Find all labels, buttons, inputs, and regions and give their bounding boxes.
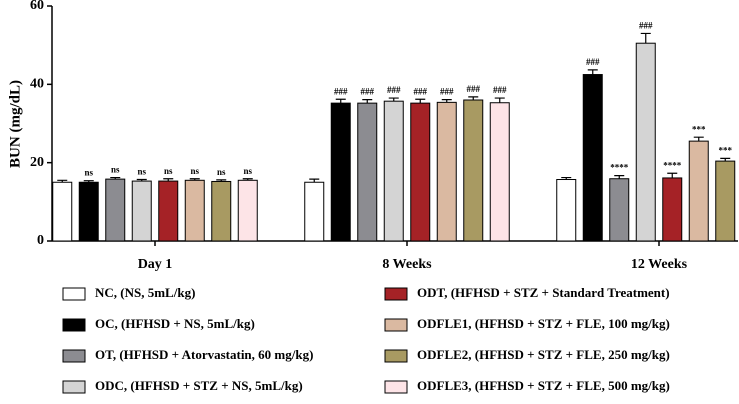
bar (52, 181, 73, 242)
significance-label: ns (84, 168, 93, 178)
bar (635, 42, 656, 242)
error-bar (494, 97, 505, 103)
error-bar (561, 176, 572, 180)
bar (463, 99, 484, 242)
significance-label: **** (610, 163, 629, 173)
bar (184, 179, 205, 242)
bar (383, 100, 404, 242)
y-axis-label: BUN (mg/dL) (7, 80, 23, 168)
error-bar (110, 176, 121, 180)
bar (304, 181, 325, 242)
significance-label: ### (467, 84, 481, 94)
error-bar (468, 96, 479, 100)
x-tick-label: 8 Weeks (382, 257, 432, 272)
significance-label: ### (493, 85, 507, 95)
error-bar (242, 178, 253, 181)
significance-label: ### (639, 20, 653, 30)
error-bar (362, 99, 373, 104)
legend-label: ODC, (HFHSD + STZ + NS, 5mL/kg) (95, 378, 303, 393)
significance-label: ns (243, 166, 252, 176)
legend-swatch (384, 349, 408, 363)
error-bar (216, 179, 227, 182)
bar (688, 140, 709, 242)
bar (78, 181, 99, 242)
bar (105, 178, 126, 242)
legend-label: OT, (HFHSD + Atorvastatin, 60 mg/kg) (95, 347, 313, 362)
legend-label: NC, (NS, 5mL/kg) (95, 285, 195, 300)
significance-label: ### (334, 86, 348, 96)
significance-label: ns (111, 165, 120, 175)
error-bar (415, 98, 426, 104)
legend-label: ODFLE1, (HFHSD + STZ + FLE, 100 mg/kg) (417, 316, 670, 331)
legend-swatch (384, 318, 408, 332)
bar (131, 180, 152, 242)
error-bar (667, 172, 678, 178)
significance-label: ns (164, 166, 173, 176)
bar (410, 102, 431, 242)
bar (609, 178, 630, 242)
significance-label: ### (414, 86, 428, 96)
error-bar (57, 179, 68, 183)
significance-label: *** (719, 145, 733, 155)
significance-label: ns (137, 167, 146, 177)
legend-swatch (62, 318, 86, 332)
legend-swatch (62, 349, 86, 363)
error-bar (720, 157, 731, 162)
error-bar (136, 178, 147, 182)
significance-label: ### (586, 57, 600, 67)
error-bar (335, 98, 346, 104)
legend-swatch (62, 287, 86, 301)
significance-label: ns (190, 166, 199, 176)
bar (489, 102, 510, 242)
bar (330, 102, 351, 242)
error-bar (388, 97, 399, 102)
x-tick-label: Day 1 (138, 257, 173, 272)
y-tick-label: 0 (37, 233, 44, 248)
legend-label: OC, (HFHSD + NS, 5mL/kg) (95, 316, 255, 331)
significance-label: ### (387, 85, 401, 95)
legend-label: ODT, (HFHSD + STZ + Standard Treatment) (417, 285, 670, 300)
error-bar (189, 178, 200, 181)
error-bar (441, 99, 452, 103)
bar (582, 74, 603, 242)
bar (556, 179, 577, 242)
significance-label: ### (440, 87, 454, 97)
bar (158, 180, 179, 242)
error-bar (614, 174, 625, 179)
error-bar (587, 69, 598, 75)
bar (662, 177, 683, 242)
bar (211, 180, 232, 242)
bar (237, 179, 258, 242)
y-tick-label: 60 (30, 0, 44, 13)
significance-label: *** (692, 124, 706, 134)
x-tick-label: 12 Weeks (631, 257, 688, 272)
legend-label: ODFLE2, (HFHSD + STZ + FLE, 250 mg/kg) (417, 347, 670, 362)
legend-label: ODFLE3, (HFHSD + STZ + FLE, 500 mg/kg) (417, 378, 670, 393)
error-bar (309, 178, 320, 183)
y-tick-label: 20 (30, 155, 44, 170)
significance-label: ### (361, 87, 375, 97)
legend-swatch (384, 380, 408, 394)
error-bar (163, 178, 174, 182)
bar (436, 101, 457, 242)
error-bar (693, 136, 704, 142)
bar (715, 160, 736, 242)
significance-label: ns (217, 167, 226, 177)
bar (357, 102, 378, 242)
error-bar (83, 180, 94, 183)
legend-swatch (62, 380, 86, 394)
significance-label: **** (663, 160, 682, 170)
y-tick-label: 40 (30, 77, 44, 92)
legend-swatch (384, 287, 408, 301)
error-bar (640, 32, 651, 44)
